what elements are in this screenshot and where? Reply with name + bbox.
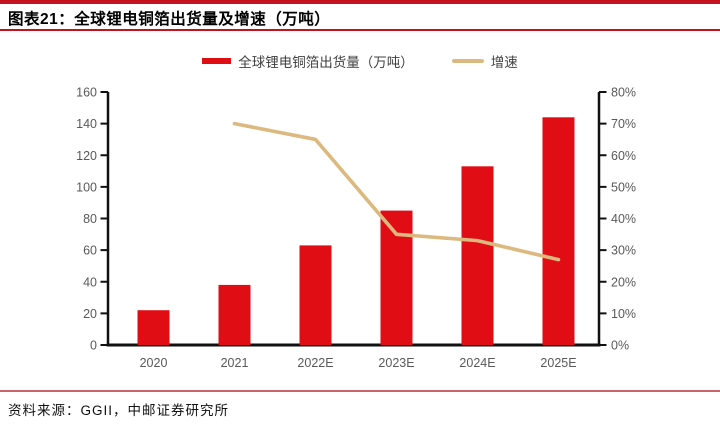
bar-2022E [299, 245, 332, 345]
left-axis-label: 0 [90, 339, 97, 353]
title-divider-rule [0, 28, 720, 31]
legend-label-shipments: 全球锂电铜箔出货量（万吨） [238, 55, 414, 70]
bar-2024E [461, 166, 494, 345]
bar-series-swatch-icon [202, 58, 232, 64]
right-axis-label: 20% [611, 275, 636, 289]
header-top-rule [0, 0, 720, 4]
left-axis-label: 120 [76, 149, 97, 163]
x-axis-label-2021: 2021 [221, 356, 249, 370]
chart-legend: 全球锂电铜箔出货量（万吨） 增速 [0, 52, 720, 70]
legend-item-growth: 增速 [451, 51, 518, 71]
x-axis-label-2025E: 2025E [540, 356, 576, 370]
footer-divider-rule [0, 390, 720, 392]
left-axis-label: 40 [83, 275, 97, 289]
left-axis-label: 100 [76, 180, 97, 194]
left-axis-label: 160 [76, 86, 97, 100]
chart-canvas: 0 20 40 60 80 100 120 140 160 0% 10% 20% 30% 40% 50% 60… [76, 86, 636, 371]
right-axis-label: 0% [611, 339, 629, 353]
right-axis-label: 60% [611, 149, 636, 163]
left-axis-label: 140 [76, 117, 97, 131]
right-axis-label: 80% [611, 86, 636, 100]
bar-2021 [218, 284, 251, 345]
right-axis-label: 50% [611, 180, 636, 194]
growth-rate-line [232, 121, 561, 262]
x-axis-label-2023E: 2023E [378, 356, 414, 370]
bar-2025E [542, 117, 575, 345]
bar-2023E [380, 210, 413, 345]
right-axis-label: 70% [611, 117, 636, 131]
x-axis-label-2024E: 2024E [459, 356, 495, 370]
right-axis-label: 30% [611, 244, 636, 258]
right-axis-label: 10% [611, 307, 636, 321]
left-axis-label: 80 [83, 212, 97, 226]
legend-item-shipments: 全球锂电铜箔出货量（万吨） [202, 51, 414, 71]
bar-2020 [137, 310, 170, 345]
left-axis-label: 20 [83, 307, 97, 321]
right-axis-label: 40% [611, 212, 636, 226]
left-axis-label: 60 [83, 244, 97, 258]
page-title: 图表21：全球锂电铜箔出货量及增速（万吨） [8, 11, 331, 28]
x-axis-label-2020: 2020 [140, 356, 168, 370]
legend-label-growth: 增速 [490, 55, 518, 70]
line-series-swatch-icon [451, 59, 484, 63]
x-axis-label-2022E: 2022E [297, 356, 333, 370]
source-note: 资料来源：GGII，中邮证券研究所 [8, 403, 230, 418]
